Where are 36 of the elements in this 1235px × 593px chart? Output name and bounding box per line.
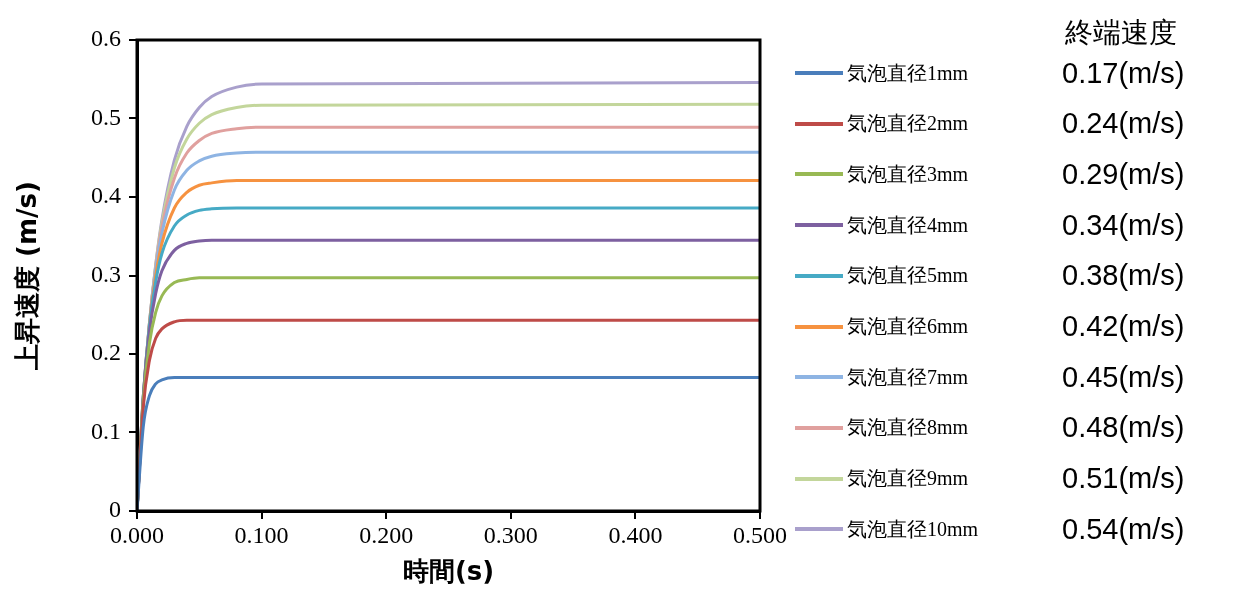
legend-label: 気泡直径1mm: [847, 60, 970, 86]
text: 0.29(m/s): [1062, 157, 1185, 191]
legend-label: 気泡直径5mm: [847, 263, 970, 289]
legend-label: 気泡直径10mm: [847, 516, 980, 542]
text: 0.24(m/s): [1062, 107, 1185, 141]
text: 0.45(m/s): [1062, 360, 1185, 394]
text: 0.42(m/s): [1062, 310, 1185, 343]
y-tick-label: 0.2: [91, 339, 121, 366]
y-tick-label: 0.5: [91, 103, 121, 130]
text: 0.17(m/s): [1062, 56, 1185, 90]
text: 0.48(m/s): [1062, 411, 1185, 445]
text: 0.54(m/s): [1062, 512, 1185, 546]
legend-label: 気泡直径2mm: [847, 111, 970, 137]
text: 0.34(m/s): [1062, 208, 1185, 242]
legend-label: 気泡直径8mm: [847, 415, 970, 441]
y-tick-label: 0: [109, 496, 121, 523]
y-axis-title: 上昇速度 (m/s): [12, 181, 43, 371]
legend-label: 気泡直径6mm: [847, 314, 970, 339]
y-tick-label: 0.4: [91, 182, 121, 209]
x-tick-label: 0.000: [110, 521, 164, 548]
text: 終端速度: [1065, 15, 1177, 51]
x-tick-label: 0.100: [234, 521, 289, 548]
text: 0.38(m/s): [1062, 259, 1185, 293]
y-tick-label: 0.3: [91, 260, 121, 287]
y-tick-label: 0.1: [91, 417, 121, 444]
legend-label: 気泡直径3mm: [847, 161, 970, 187]
text: 0.51(m/s): [1062, 462, 1185, 496]
x-tick-label: 0.500: [733, 521, 787, 548]
x-tick-label: 0.300: [483, 521, 538, 548]
x-tick-label: 0.400: [608, 521, 663, 548]
x-axis-title: 時間(s): [402, 556, 495, 587]
legend-label: 気泡直径7mm: [847, 364, 970, 390]
legend-label: 気泡直径4mm: [847, 212, 970, 238]
y-tick-label: 0.6: [91, 25, 121, 52]
x-tick-label: 0.200: [359, 521, 414, 548]
legend-label: 気泡直径9mm: [847, 466, 970, 492]
